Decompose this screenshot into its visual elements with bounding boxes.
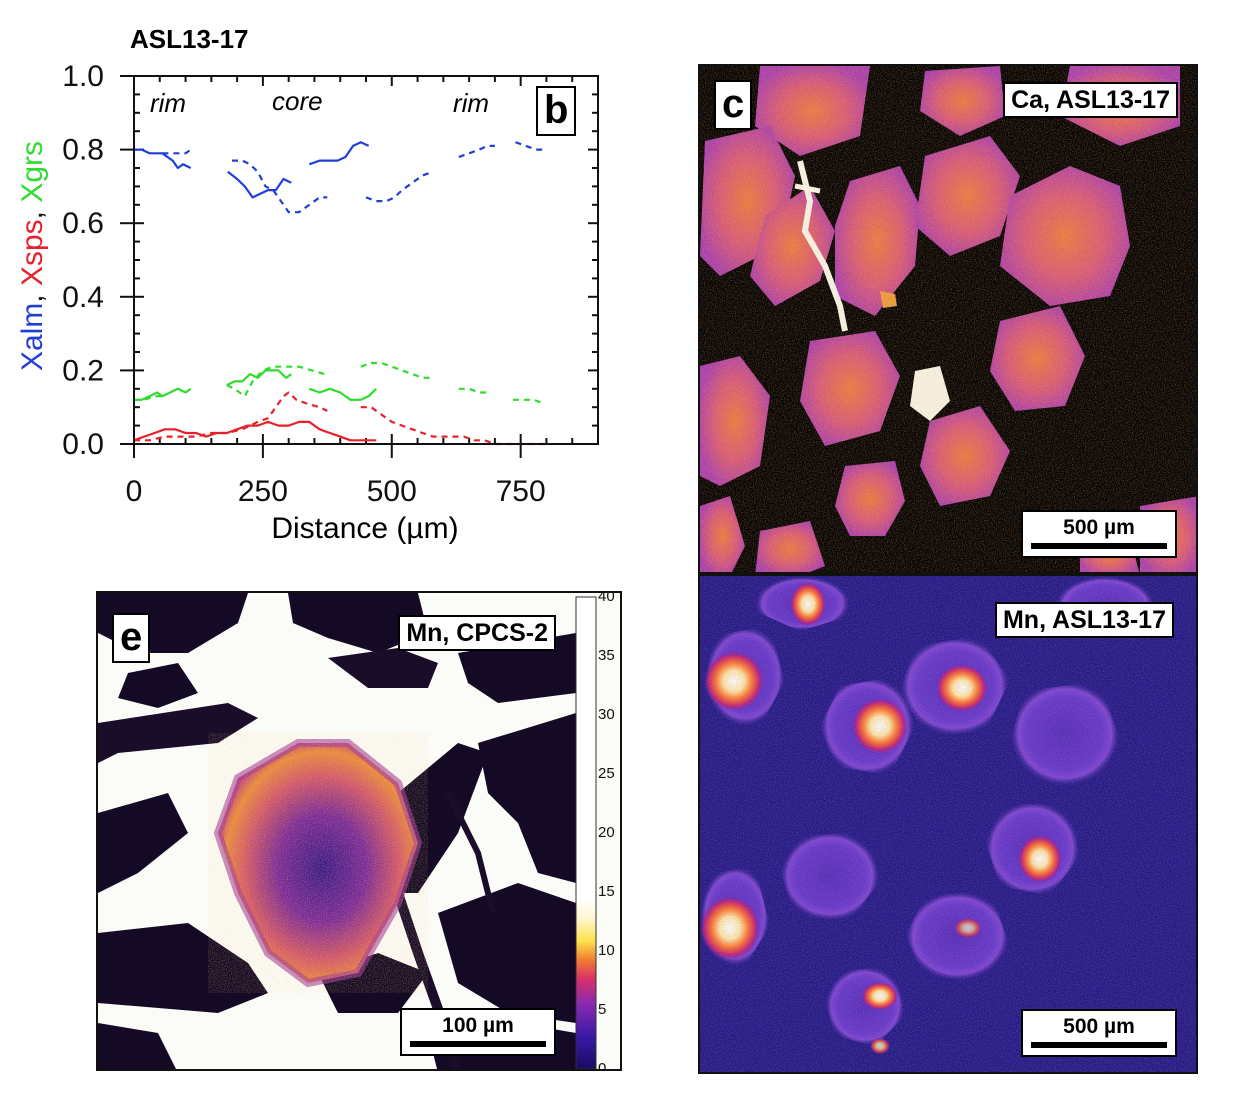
panel-letter-e: e: [112, 613, 151, 663]
series-line-grs-solid: [308, 387, 378, 401]
x-tick-label: 0: [126, 475, 143, 508]
series-line-sps-dashed: [360, 406, 547, 446]
colorbar-tick-label: 5: [598, 1001, 607, 1018]
region-label-core: core: [272, 86, 323, 116]
y-tick-label: 1.0: [62, 60, 104, 93]
colorbar-tick-label: 10: [598, 942, 615, 959]
panel-c-label: Ca, ASL13-17: [1003, 82, 1178, 118]
scale-bar-line: [1031, 543, 1167, 549]
scale-bar-line: [410, 1041, 546, 1047]
panel-e-scale-bar: 100 µm: [400, 1008, 556, 1056]
colorbar-tick-label: 15: [598, 883, 615, 900]
series-line-alm-dashed: [515, 141, 547, 151]
region-label-rim-left: rim: [150, 88, 187, 118]
series-line-alm-dashed: [162, 148, 192, 155]
y-tick-label: 0.0: [62, 428, 104, 461]
series-line-alm-solid: [134, 148, 192, 170]
series-line-grs-dashed: [360, 361, 431, 379]
scale-bar-line: [1031, 1042, 1167, 1048]
x-axis-label: Distance (µm): [271, 512, 459, 545]
series-line-sps-dashed: [134, 391, 328, 442]
y-tick-label: 0.2: [62, 354, 104, 387]
series-line-alm-dashed: [458, 144, 495, 159]
y-tick-label: 0.6: [62, 207, 104, 240]
series-line-alm-solid: [227, 170, 292, 199]
colorbar-tick-label: 40: [598, 591, 615, 605]
series-line-alm-solid: [308, 141, 370, 166]
y-tick-label: 0.8: [62, 134, 104, 167]
colorbar-tick-label: 35: [598, 647, 615, 664]
panel-e-mn-map: 40 35 30 25 20 15 10 5 0 e Mn, CPCS-2 100 µm: [96, 591, 622, 1071]
series-line-grs-dashed: [458, 387, 490, 394]
panel-c-ca-map: c Ca, ASL13-17 500 µm: [698, 64, 1198, 574]
colorbar-ticks: 40 35 30 25 20 15 10 5 0: [598, 591, 620, 1071]
plot-frame: [133, 75, 599, 445]
panel-letter-c: c: [714, 80, 753, 130]
panel-d-scale-text: 500 µm: [1063, 1015, 1135, 1038]
series-line-grs-solid: [134, 387, 192, 401]
x-tick-label: 500: [367, 475, 417, 508]
panel-e-scale-text: 100 µm: [442, 1014, 514, 1037]
panel-d-scale-bar: 500 µm: [1021, 1009, 1177, 1057]
series-line-grs-dashed: [134, 395, 165, 401]
colorbar-tick-label: 30: [598, 706, 615, 723]
x-tick-label: 750: [496, 475, 546, 508]
panel-b: ASL13-17 Xalm, Xsps, Xgrs 0 250 500 750 0.0 0…: [0, 0, 640, 575]
colorbar-tick-label: 20: [598, 824, 615, 841]
series-line-grs-dashed: [512, 398, 545, 405]
sample-title: ASL13-17: [130, 24, 249, 54]
colorbar-tick-label: 0: [598, 1060, 607, 1071]
panel-d-mn-map: Mn, ASL13-17 500 µm: [698, 574, 1198, 1074]
region-label-rim-right: rim: [453, 88, 490, 118]
colorbar-tick-label: 25: [598, 765, 615, 782]
y-tick-label: 0.4: [62, 281, 104, 314]
panel-d-label: Mn, ASL13-17: [994, 602, 1174, 638]
panel-c-scale-text: 500 µm: [1063, 516, 1135, 539]
x-tick-label: 250: [238, 475, 288, 508]
profile-chart: 0 250 500 750 0.0 0.2 0.4 0.6 0.8 1.0: [62, 60, 599, 508]
panel-e-label: Mn, CPCS-2: [398, 615, 556, 651]
series-line-grs-solid: [226, 369, 292, 387]
panel-letter-b: b: [536, 86, 577, 136]
series-line-sps-solid: [133, 420, 377, 442]
panel-c-scale-bar: 500 µm: [1021, 510, 1177, 558]
series-line-alm-dashed: [365, 170, 434, 203]
series-line-grs-dashed: [226, 365, 326, 398]
